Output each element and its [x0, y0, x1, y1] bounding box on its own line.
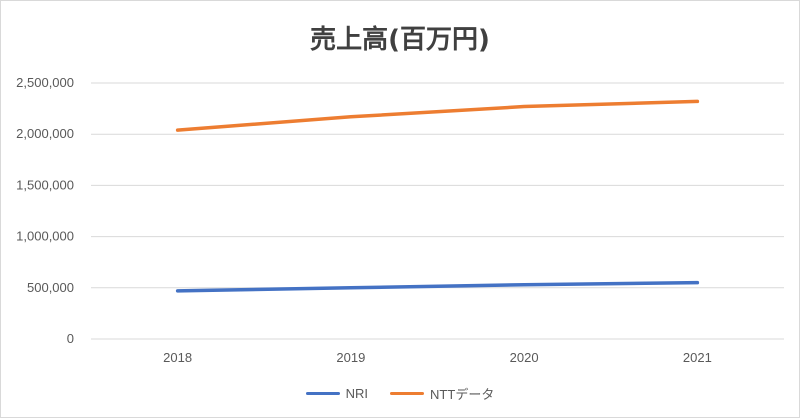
- y-tick-label: 2,500,000: [16, 75, 74, 90]
- legend-label-nttdata: NTTデータ: [430, 387, 495, 402]
- x-tick-label: 2018: [163, 350, 192, 365]
- x-tick-label: 2020: [510, 350, 539, 365]
- legend-item-nri: NRI: [305, 384, 369, 403]
- series-line-nri: [175, 280, 700, 293]
- chart-legend: NRI NTTデータ: [1, 384, 799, 403]
- y-tick-label: 2,000,000: [16, 126, 74, 141]
- series-line-nttdata: [175, 99, 700, 132]
- y-tick-label: 500,000: [27, 280, 74, 295]
- y-tick-label: 0: [67, 331, 74, 346]
- legend-item-nttdata: NTTデータ: [390, 384, 494, 403]
- x-tick-label: 2019: [336, 350, 365, 365]
- legend-swatch-nri: [305, 392, 340, 395]
- legend-label-nri: NRI: [345, 386, 369, 401]
- x-tick-label: 2021: [683, 350, 712, 365]
- legend-swatch-nttdata: [390, 392, 425, 395]
- y-tick-label: 1,000,000: [16, 229, 74, 244]
- y-tick-label: 1,500,000: [16, 177, 74, 192]
- chart-title: 売上高(百万円): [310, 25, 490, 55]
